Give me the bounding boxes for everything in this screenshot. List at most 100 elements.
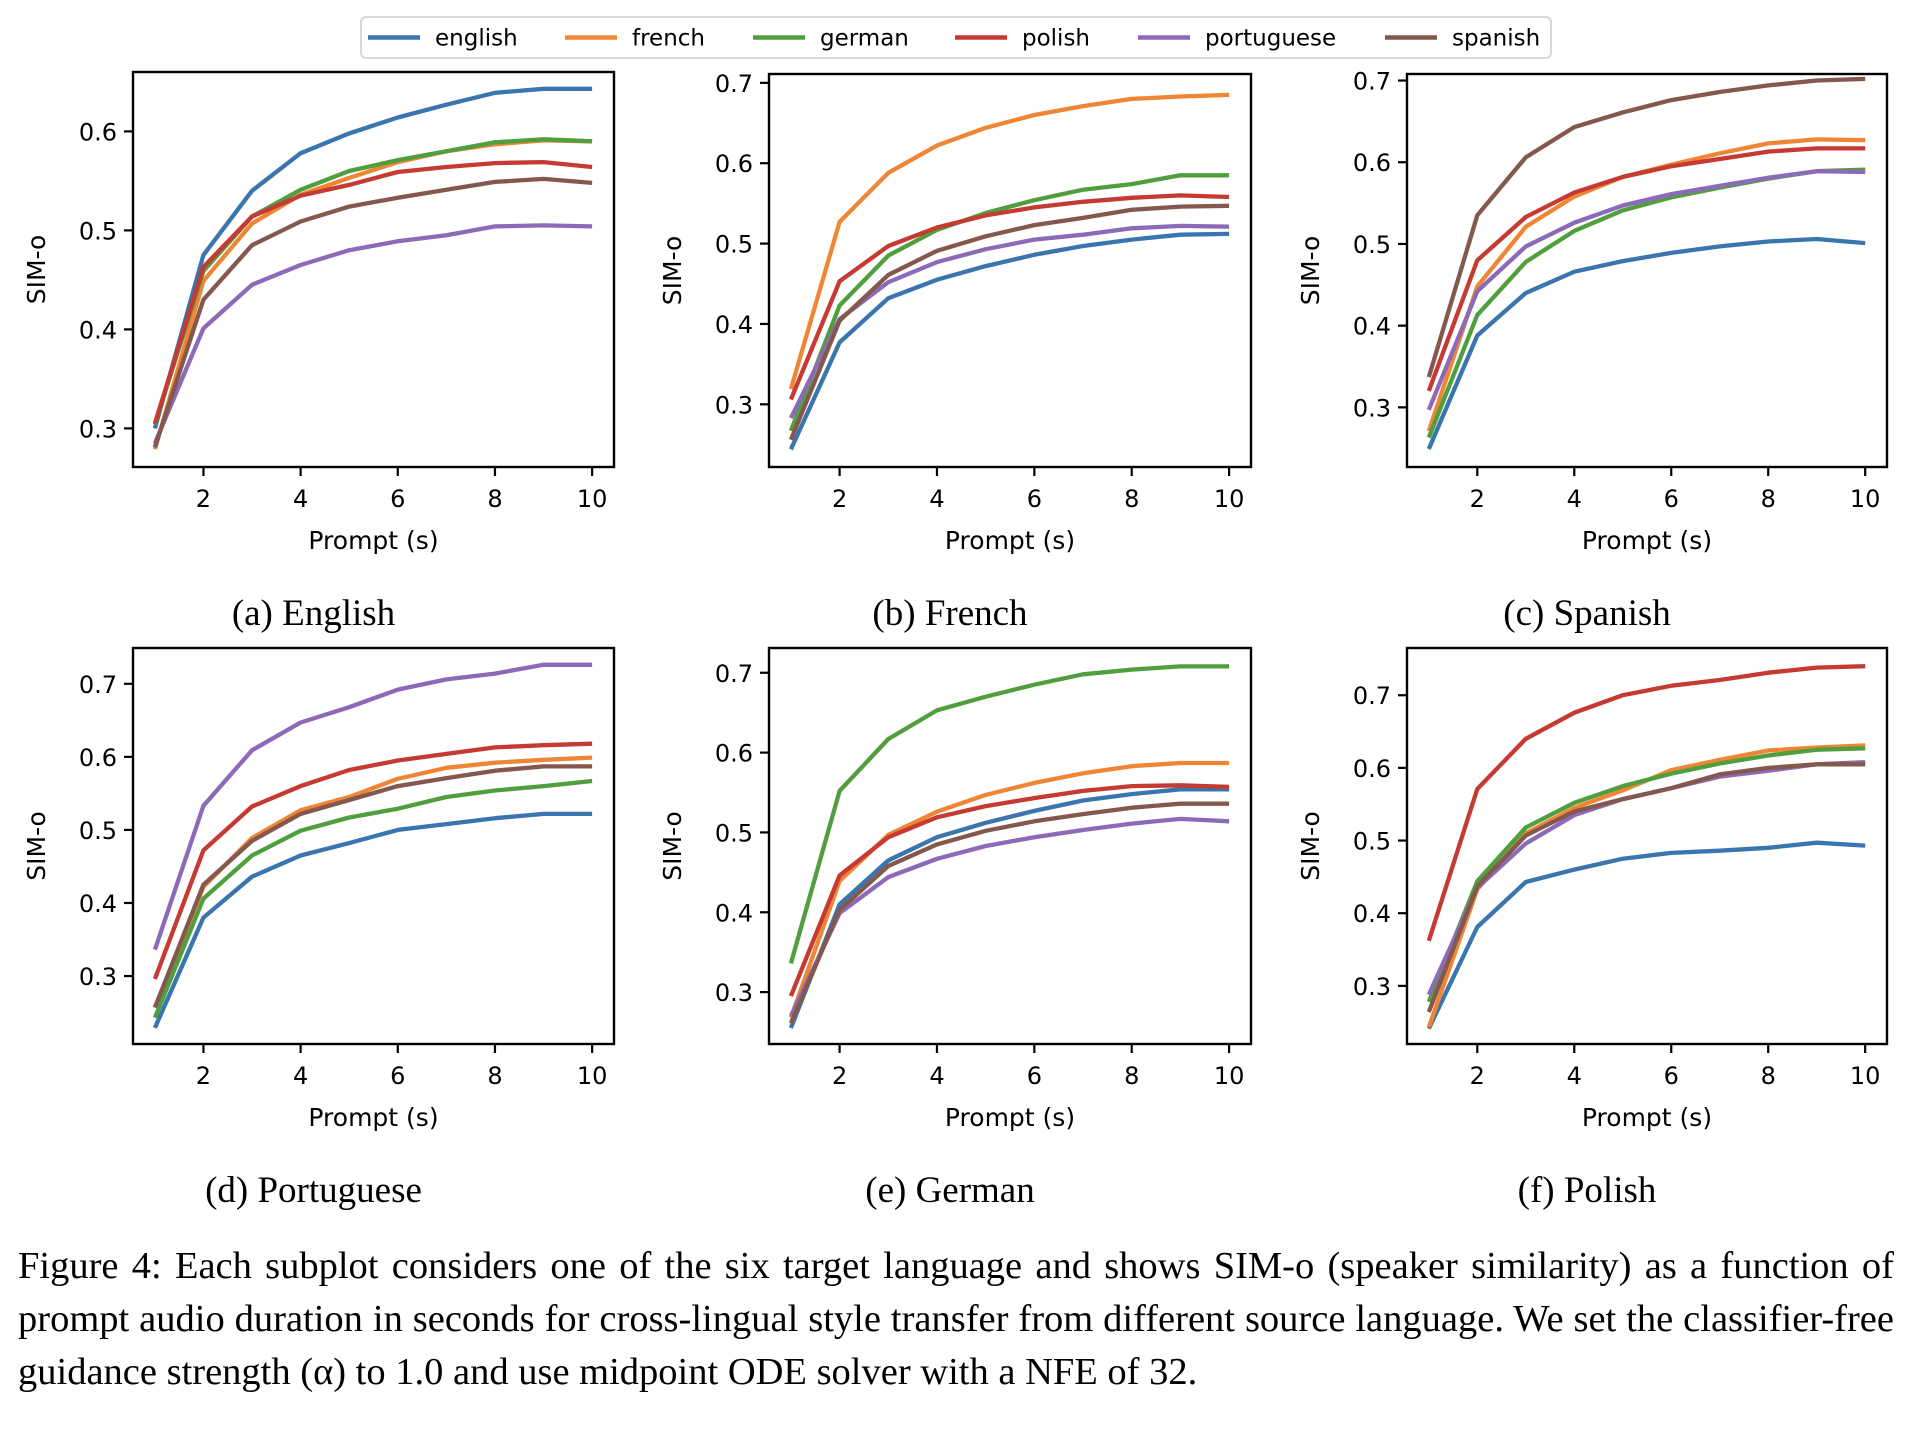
y-tick-label: 0.7 bbox=[1353, 68, 1391, 96]
x-axis-label: Prompt (s) bbox=[945, 526, 1075, 555]
x-axis-label: Prompt (s) bbox=[1582, 1103, 1712, 1132]
x-tick-label: 10 bbox=[1214, 485, 1245, 513]
series-line-polish bbox=[788, 193, 1230, 401]
x-tick-label: 4 bbox=[929, 485, 944, 513]
series-line-spanish bbox=[1426, 76, 1866, 378]
series-group bbox=[152, 86, 593, 450]
y-tick-label: 0.4 bbox=[715, 311, 753, 339]
y-tick-label: 0.6 bbox=[79, 118, 117, 146]
x-tick-label: 6 bbox=[1027, 485, 1042, 513]
x-tick-label: 8 bbox=[487, 1062, 502, 1090]
y-tick-label: 0.5 bbox=[79, 817, 117, 845]
subplot-bfrench: 2 4 6 8 10 0.3 0.4 0.5 0.6 0.7 Prompt (s) SIM-o (b) … bbox=[658, 70, 1253, 634]
series-group bbox=[788, 664, 1230, 1029]
subplot-cspanish: 2 4 6 8 10 0.3 0.4 0.5 0.6 0.7 Prompt (s) SIM-o (c) … bbox=[1296, 68, 1889, 634]
series-line-portuguese bbox=[788, 223, 1230, 419]
x-tick-label: 6 bbox=[1027, 1062, 1042, 1090]
x-tick-label: 4 bbox=[293, 485, 308, 513]
subplot-fpolish: 2 4 6 8 10 0.3 0.4 0.5 0.6 0.7 Prompt (s) SIM-o (f) … bbox=[1296, 646, 1889, 1211]
series-line-spanish bbox=[788, 801, 1230, 1025]
legend-item-english: english bbox=[368, 26, 518, 52]
y-tick-label: 0.5 bbox=[715, 819, 753, 847]
legend-label: spanish bbox=[1452, 26, 1540, 52]
subplot-caption: (c) Spanish bbox=[1503, 593, 1671, 634]
y-tick-label: 0.4 bbox=[79, 890, 117, 918]
subplot-caption: (b) French bbox=[872, 593, 1028, 634]
x-tick-label: 6 bbox=[1664, 485, 1679, 513]
series-line-german bbox=[152, 778, 593, 1019]
legend-item-french: french bbox=[565, 26, 705, 52]
y-tick-label: 0.6 bbox=[715, 740, 753, 768]
x-tick-label: 8 bbox=[487, 485, 502, 513]
x-axis-label: Prompt (s) bbox=[308, 1103, 438, 1132]
axes-frame bbox=[131, 70, 616, 469]
series-line-french bbox=[1426, 137, 1866, 432]
series-line-polish bbox=[1426, 664, 1866, 942]
y-tick-label: 0.3 bbox=[715, 979, 753, 1007]
axes-frame bbox=[767, 646, 1253, 1046]
series-group bbox=[1426, 76, 1866, 450]
series-line-portuguese bbox=[1426, 759, 1866, 996]
legend-label: polish bbox=[1022, 26, 1090, 52]
series-line-polish bbox=[152, 159, 593, 425]
legend-label: english bbox=[435, 26, 518, 52]
x-tick-label: 10 bbox=[1850, 485, 1881, 513]
axes-frame bbox=[131, 646, 616, 1046]
y-tick-label: 0.4 bbox=[1353, 313, 1391, 341]
y-tick-label: 0.3 bbox=[79, 415, 117, 443]
series-line-spanish bbox=[788, 203, 1230, 441]
y-axis-label: SIM-o bbox=[658, 811, 687, 881]
x-axis-label: Prompt (s) bbox=[308, 526, 438, 555]
series-line-english bbox=[152, 811, 593, 1029]
series-group bbox=[788, 92, 1230, 451]
series-line-portuguese bbox=[788, 816, 1230, 1018]
x-tick-label: 6 bbox=[390, 1062, 405, 1090]
x-tick-label: 2 bbox=[196, 485, 211, 513]
y-tick-label: 0.6 bbox=[79, 744, 117, 772]
series-line-french bbox=[1426, 743, 1866, 1029]
series-line-french bbox=[788, 92, 1230, 390]
series-line-polish bbox=[152, 741, 593, 980]
y-axis-label: SIM-o bbox=[658, 236, 687, 306]
y-tick-label: 0.7 bbox=[715, 70, 753, 98]
y-axis-label: SIM-o bbox=[22, 235, 51, 305]
y-tick-label: 0.4 bbox=[79, 316, 117, 344]
series-line-polish bbox=[1426, 146, 1866, 392]
y-tick-label: 0.5 bbox=[79, 217, 117, 245]
figure-caption: Figure 4: Each subplot considers one of … bbox=[18, 1245, 1894, 1393]
x-tick-label: 4 bbox=[1567, 485, 1582, 513]
x-tick-label: 6 bbox=[1664, 1062, 1679, 1090]
x-tick-label: 4 bbox=[929, 1062, 944, 1090]
legend-item-portuguese: portuguese bbox=[1138, 26, 1336, 52]
x-tick-label: 2 bbox=[832, 1062, 847, 1090]
legend-item-german: german bbox=[753, 26, 909, 52]
x-tick-label: 2 bbox=[196, 1062, 211, 1090]
subplot-caption: (d) Portuguese bbox=[205, 1170, 422, 1211]
x-tick-label: 8 bbox=[1761, 1062, 1776, 1090]
x-tick-label: 8 bbox=[1124, 1062, 1139, 1090]
y-tick-label: 0.3 bbox=[1353, 973, 1391, 1001]
y-tick-label: 0.4 bbox=[715, 899, 753, 927]
x-tick-label: 8 bbox=[1761, 485, 1776, 513]
series-line-english bbox=[788, 231, 1230, 451]
series-group bbox=[1426, 664, 1866, 1030]
y-tick-label: 0.4 bbox=[1353, 900, 1391, 928]
series-line-portuguese bbox=[152, 223, 593, 445]
x-tick-label: 8 bbox=[1124, 485, 1139, 513]
x-tick-label: 10 bbox=[1850, 1062, 1881, 1090]
x-tick-label: 2 bbox=[832, 485, 847, 513]
subplot-egerman: 2 4 6 8 10 0.3 0.4 0.5 0.6 0.7 Prompt (s) SIM-o (e) … bbox=[658, 646, 1253, 1211]
x-tick-label: 4 bbox=[293, 1062, 308, 1090]
axes-frame bbox=[1405, 72, 1889, 469]
y-tick-label: 0.3 bbox=[715, 391, 753, 419]
x-tick-label: 4 bbox=[1567, 1062, 1582, 1090]
y-tick-label: 0.7 bbox=[1353, 682, 1391, 710]
y-tick-label: 0.7 bbox=[715, 660, 753, 688]
x-axis-label: Prompt (s) bbox=[1582, 526, 1712, 555]
y-tick-label: 0.3 bbox=[79, 963, 117, 991]
legend-item-spanish: spanish bbox=[1385, 26, 1540, 52]
subplot-caption: (e) German bbox=[865, 1170, 1034, 1211]
subplots-grid: 2 4 6 8 10 0.3 0.4 0.5 0.6 Prompt (s) SIM-o (a) Eng… bbox=[22, 68, 1889, 1211]
axes-frame bbox=[767, 72, 1253, 469]
series-line-english bbox=[1426, 840, 1866, 1030]
